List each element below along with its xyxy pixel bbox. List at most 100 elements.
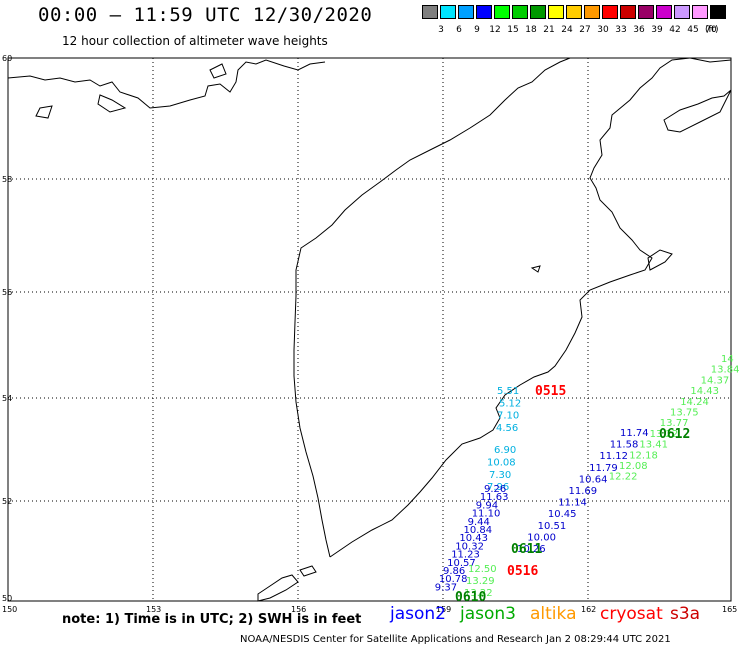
chart-title: 00:00 – 11:59 UTC 12/30/2020 bbox=[38, 4, 373, 26]
wave-height-value: 10.00 bbox=[527, 532, 556, 543]
wave-height-value: 13.29 bbox=[466, 576, 495, 587]
legend-label: 21 bbox=[543, 25, 555, 35]
legend-swatch bbox=[458, 5, 474, 19]
wave-height-value: 14.37 bbox=[701, 375, 730, 386]
wave-height-value: 9.94 bbox=[476, 500, 498, 511]
wave-height-value: 13.84 bbox=[711, 365, 740, 376]
legend-label: 15 bbox=[507, 25, 519, 35]
legend-label: 33 bbox=[615, 25, 627, 35]
wave-height-value: 10.43 bbox=[459, 533, 488, 544]
wave-height-value: 11.23 bbox=[451, 550, 480, 561]
pass-time-label: 0515 bbox=[535, 384, 566, 399]
wave-height-value: 14.24 bbox=[680, 397, 709, 408]
wave-height-value: 14 bbox=[721, 354, 734, 365]
wave-height-value: 5.51 bbox=[497, 386, 519, 397]
wave-height-value: 10.64 bbox=[579, 474, 608, 485]
legend-label: 36 bbox=[633, 25, 645, 35]
legend-label: 45 bbox=[687, 25, 699, 35]
wave-height-value: 6.90 bbox=[494, 445, 516, 456]
wave-height-value: 5.12 bbox=[499, 398, 521, 409]
credit-line: NOAA/NESDIS Center for Satellite Applica… bbox=[240, 634, 671, 645]
wave-height-value: 10.84 bbox=[464, 525, 493, 536]
wave-height-value: 11.74 bbox=[620, 428, 649, 439]
wave-height-value: 12.50 bbox=[468, 564, 497, 575]
lat-label: 54 bbox=[2, 394, 12, 403]
legend-label: 3 bbox=[438, 25, 444, 35]
chart-subtitle: 12 hour collection of altimeter wave hei… bbox=[62, 34, 328, 48]
legend-swatch bbox=[530, 5, 546, 19]
coastline bbox=[7, 57, 732, 602]
wave-height-value: 7.96 bbox=[487, 482, 509, 493]
longitude-labels: 150 153 156 159 162 165 bbox=[2, 605, 737, 614]
legend-label: 18 bbox=[525, 25, 537, 35]
legend-swatch bbox=[674, 5, 690, 19]
legend-label: 12 bbox=[489, 25, 501, 35]
pass-time-label: 0611 bbox=[511, 542, 542, 557]
wave-height-value: 13.75 bbox=[670, 408, 699, 419]
legend-swatch bbox=[656, 5, 672, 19]
pass-time-label: 0610 bbox=[455, 590, 486, 605]
lat-label: 60 bbox=[2, 54, 12, 63]
wave-height-value: 13.41 bbox=[639, 440, 668, 451]
legend-swatch bbox=[602, 5, 618, 19]
graticule bbox=[8, 58, 731, 601]
legend-swatch bbox=[710, 5, 726, 19]
pass-time-labels: 0515 0612 0611 0516 0610 bbox=[455, 384, 690, 605]
wave-height-value: 10.32 bbox=[455, 541, 484, 552]
legend-swatch bbox=[422, 5, 438, 19]
legend-label: 24 bbox=[561, 25, 573, 35]
wave-height-value: 10.08 bbox=[487, 458, 516, 469]
wave-height-value: 11.10 bbox=[472, 509, 501, 520]
wave-height-value: 11.69 bbox=[569, 486, 598, 497]
legend-swatch bbox=[440, 5, 456, 19]
lat-label: 58 bbox=[2, 175, 12, 184]
wave-height-value: 10.51 bbox=[538, 521, 567, 532]
satellite-name: jason3 bbox=[460, 604, 516, 624]
lat-label: 52 bbox=[2, 497, 12, 506]
wave-height-value: 12.08 bbox=[619, 461, 648, 472]
wave-height-value: 7.30 bbox=[489, 470, 511, 481]
legend-swatch bbox=[638, 5, 654, 19]
lon-label: 153 bbox=[146, 605, 161, 614]
wave-height-value: 11.14 bbox=[558, 498, 587, 509]
wave-height-value: 10.57 bbox=[447, 558, 476, 569]
legend-label: 39 bbox=[651, 25, 663, 35]
lon-label: 159 bbox=[436, 605, 451, 614]
footer-note: note: 1) Time is in UTC; 2) SWH is in fe… bbox=[62, 612, 362, 627]
wave-height-value: 9.86 bbox=[443, 566, 465, 577]
pass-time-label: 0516 bbox=[507, 564, 538, 579]
wave-height-value: 11.63 bbox=[480, 492, 509, 503]
legend-swatch bbox=[620, 5, 636, 19]
satellite-name: altika bbox=[530, 604, 577, 624]
lon-label: 150 bbox=[2, 605, 17, 614]
wave-height-value: 9.26 bbox=[484, 484, 506, 495]
pass-time-label: 0612 bbox=[659, 427, 690, 442]
wave-height-value: 10.26 bbox=[517, 544, 546, 555]
wave-height-value: 7.10 bbox=[497, 411, 519, 422]
legend-label: 30 bbox=[597, 25, 609, 35]
wave-height-value: 12.18 bbox=[629, 450, 658, 461]
lon-label: 162 bbox=[581, 605, 596, 614]
altimeter-tracks: 5.515.127.104.566.9010.087.307.969.2611.… bbox=[435, 354, 740, 599]
latitude-labels: 60 58 56 54 52 50 bbox=[2, 54, 12, 603]
wave-height-value: 10.45 bbox=[548, 509, 577, 520]
wave-height-value: 4.56 bbox=[496, 423, 518, 434]
legend-label: 42 bbox=[669, 25, 681, 35]
legend-swatch bbox=[566, 5, 582, 19]
wave-height-value: 13.77 bbox=[660, 418, 689, 429]
lon-label: 165 bbox=[722, 605, 737, 614]
legend-swatch bbox=[692, 5, 708, 19]
satellite-name: s3a bbox=[670, 604, 701, 624]
legend-label: 9 bbox=[474, 25, 480, 35]
legend-label: 70 bbox=[705, 25, 717, 35]
legend-swatch bbox=[512, 5, 528, 19]
map-frame bbox=[7, 57, 732, 602]
wave-height-value: 14.43 bbox=[690, 386, 719, 397]
wave-height-value: 11.12 bbox=[599, 451, 628, 462]
wave-height-value: 11.79 bbox=[589, 463, 618, 474]
legend-swatch bbox=[584, 5, 600, 19]
wave-height-value: 9.44 bbox=[468, 517, 490, 528]
legend-swatch bbox=[548, 5, 564, 19]
lat-label: 56 bbox=[2, 288, 12, 297]
